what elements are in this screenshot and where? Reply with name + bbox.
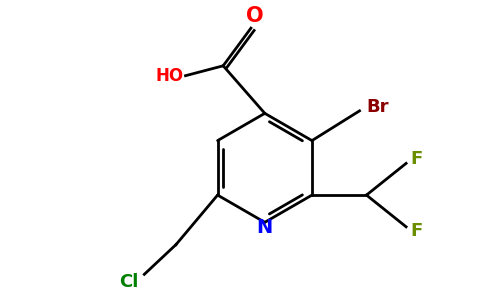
Text: Cl: Cl <box>119 273 138 291</box>
Text: HO: HO <box>156 67 184 85</box>
Text: N: N <box>257 218 273 237</box>
Text: Br: Br <box>366 98 389 116</box>
Text: F: F <box>411 222 423 240</box>
Text: O: O <box>246 6 264 26</box>
Text: F: F <box>411 150 423 168</box>
